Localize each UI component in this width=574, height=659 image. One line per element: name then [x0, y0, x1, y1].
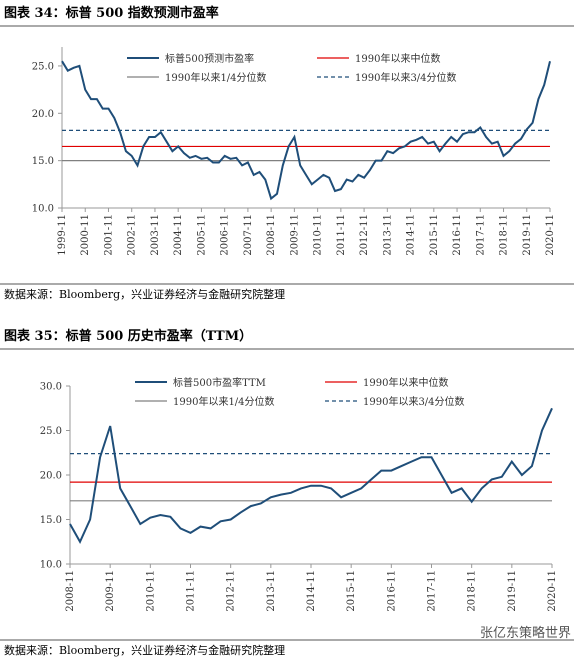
y-tick-label: 10.0: [32, 204, 54, 215]
x-tick-label: 2016-11: [386, 570, 397, 612]
x-tick-label: 2006-11: [220, 214, 231, 256]
x-tick-label: 2012-11: [359, 214, 370, 256]
y-tick-label: 15.0: [32, 156, 54, 167]
x-tick-label: 2019-11: [507, 570, 518, 612]
x-tick-label: 2008-11: [65, 570, 76, 612]
figure-title: 图表 35：标普 500 历史市盈率（TTM）: [4, 328, 252, 344]
x-tick-label: 2015-11: [429, 214, 440, 256]
x-tick-label: 2019-11: [522, 214, 533, 256]
series-line: [61, 60, 551, 201]
x-tick-label: 2018-11: [467, 570, 478, 612]
x-tick-label: 2020-11: [545, 214, 556, 256]
x-tick-label: 2011-11: [186, 570, 197, 612]
x-tick-label: 2012-11: [226, 570, 237, 612]
legend-label: 1990年以来1/4分位数: [173, 395, 275, 408]
source-note: 数据来源：Bloomberg，兴业证券经济与金融研究院整理: [4, 643, 285, 657]
figure-title: 图表 34：标普 500 指数预测市盈率: [4, 5, 219, 21]
x-tick-label: 2018-11: [499, 214, 510, 256]
x-tick-label: 2009-11: [105, 570, 116, 612]
y-tick-label: 10.0: [40, 560, 62, 571]
x-tick-label: 2001-11: [103, 214, 114, 256]
y-tick-label: 25.0: [40, 426, 62, 437]
series-line: [69, 407, 553, 545]
x-tick-label: 2008-11: [266, 214, 277, 256]
y-tick-label: 30.0: [40, 382, 62, 393]
x-tick-label: 2016-11: [452, 214, 463, 256]
source-note: 数据来源：Bloomberg，兴业证券经济与金融研究院整理: [4, 287, 285, 301]
x-tick-label: 2011-11: [336, 214, 347, 256]
y-tick-label: 15.0: [40, 515, 62, 526]
x-tick-label: 2010-11: [145, 570, 156, 612]
x-tick-label: 2020-11: [547, 570, 558, 612]
x-tick-label: 2005-11: [196, 214, 207, 256]
legend-label: 1990年以来中位数: [363, 376, 448, 389]
x-tick-label: 2000-11: [80, 214, 91, 256]
x-tick-label: 2007-11: [243, 214, 254, 256]
x-tick-label: 2004-11: [173, 214, 184, 256]
x-tick-label: 2010-11: [313, 214, 324, 256]
x-tick-label: 2003-11: [150, 214, 161, 256]
x-tick-label: 2013-11: [266, 570, 277, 612]
legend-label: 1990年以来3/4分位数: [363, 395, 465, 408]
x-tick-label: 2014-11: [306, 570, 317, 612]
x-tick-label: 2014-11: [406, 214, 417, 256]
legend-label: 1990年以来中位数: [355, 52, 440, 65]
y-tick-label: 20.0: [32, 109, 54, 120]
x-tick-label: 2002-11: [127, 214, 138, 256]
x-tick-label: 2009-11: [289, 214, 300, 256]
x-tick-label: 2015-11: [346, 570, 357, 612]
y-tick-label: 20.0: [40, 471, 62, 482]
x-tick-label: 2013-11: [382, 214, 393, 256]
legend-label: 1990年以来1/4分位数: [165, 71, 267, 84]
x-tick-label: 2017-11: [427, 570, 438, 612]
x-tick-label: 1999-11: [57, 214, 68, 256]
legend-label: 1990年以来3/4分位数: [355, 71, 457, 84]
x-tick-label: 2017-11: [475, 214, 486, 256]
legend-label: 标普500预测市盈率: [165, 52, 254, 65]
watermark: 张亿东策略世界: [480, 625, 571, 641]
legend-label: 标普500市盈率TTM: [173, 376, 266, 389]
y-tick-label: 25.0: [32, 61, 54, 72]
